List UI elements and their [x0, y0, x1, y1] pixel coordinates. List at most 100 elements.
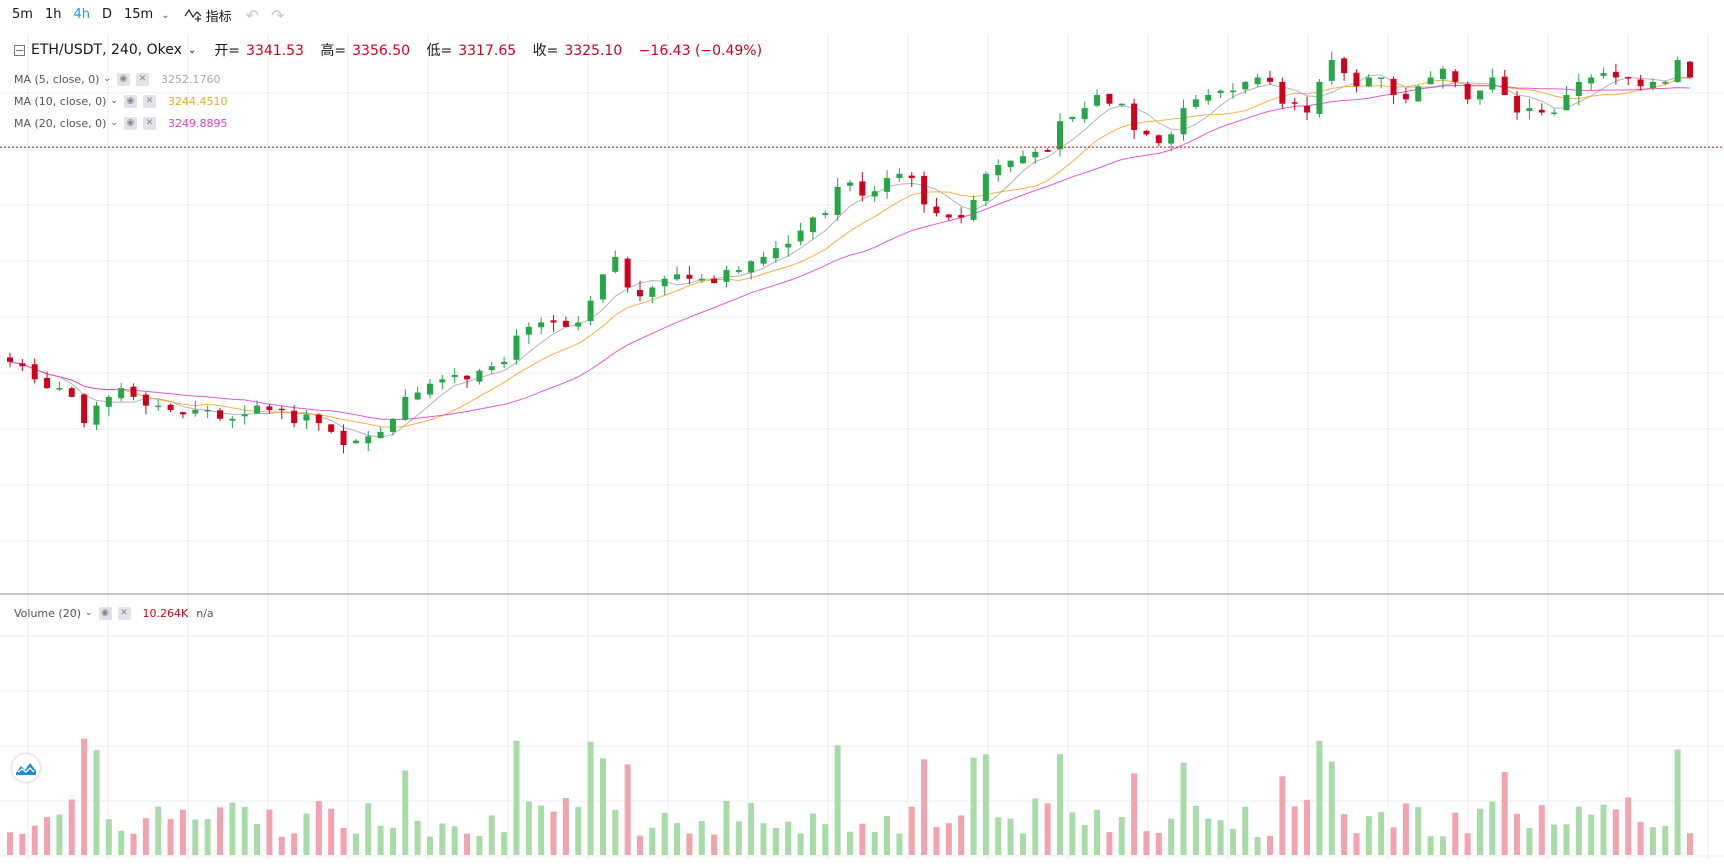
volume-bar [575, 806, 582, 855]
volume-bar [1439, 836, 1446, 855]
candle-body [142, 394, 149, 406]
symbol-chevron-down-icon[interactable]: ⌄ [187, 44, 197, 56]
volume-bar [1637, 821, 1644, 855]
redo-icon[interactable]: ↷ [271, 5, 285, 25]
symbol-title[interactable]: ETH/USDT, 240, Okex [31, 42, 182, 58]
open-value: 3341.53 [246, 43, 304, 59]
candle-body [896, 173, 903, 178]
volume-bar [847, 831, 853, 855]
chevron-down-icon[interactable]: ⌄ [110, 118, 118, 128]
candle-body [711, 278, 718, 284]
volume-label[interactable]: Volume (20) [14, 606, 81, 620]
candle-body [1205, 95, 1212, 101]
volume-bar [488, 815, 495, 855]
candle-body [1514, 95, 1521, 113]
candle-body [1328, 60, 1335, 81]
volume-bar [674, 823, 681, 855]
chevron-down-icon[interactable]: ⌄ [110, 96, 118, 106]
close-icon[interactable]: ✕ [142, 116, 156, 130]
candle-body [1106, 93, 1113, 104]
candle-body [476, 370, 483, 382]
interval-d[interactable]: D [101, 7, 112, 22]
volume-bar [1551, 824, 1558, 855]
volume-bar [1254, 836, 1261, 855]
chevron-down-icon[interactable]: ⌄ [103, 74, 111, 84]
interval-1h[interactable]: 1h [44, 7, 62, 22]
undo-icon[interactable]: ↶ [245, 5, 260, 25]
indicators-button[interactable]: 指标 [176, 6, 240, 25]
close-icon[interactable]: ✕ [142, 94, 156, 108]
candle-body [1402, 93, 1409, 100]
interval-5m[interactable]: 5m [12, 7, 33, 22]
chevron-down-icon[interactable]: ⌄ [85, 608, 93, 618]
volume-bar [1625, 797, 1632, 855]
volume-bars [7, 738, 1693, 855]
volume-bar [599, 758, 606, 855]
ma10-label[interactable]: MA (10, close, 0) [14, 94, 107, 108]
candle-body [1279, 81, 1286, 104]
candle-body [7, 357, 13, 362]
candle-body [637, 290, 643, 297]
eye-icon[interactable]: ◉ [123, 94, 137, 108]
candle-body [1637, 79, 1644, 87]
candle-body [1464, 83, 1471, 100]
volume-bar [56, 814, 63, 855]
volume-bar [266, 809, 273, 855]
eye-icon[interactable]: ◉ [123, 116, 137, 130]
volume-bar [587, 741, 594, 855]
volume-bar [1538, 805, 1545, 855]
volume-bar [1612, 809, 1619, 855]
candle-body [1489, 77, 1496, 90]
ma20-legend: MA (20, close, 0) ⌄ ◉ ✕ 3249.8895 [14, 112, 227, 134]
collapse-legend-icon[interactable] [14, 44, 25, 56]
candle-body [19, 363, 26, 367]
volume-bar [982, 754, 989, 855]
volume-bar [748, 802, 755, 855]
candle-body [908, 175, 915, 179]
candle-body [686, 274, 693, 279]
candle-body [179, 412, 186, 415]
volume-bar [1131, 773, 1138, 855]
candle-body [970, 200, 977, 220]
candle-body [1526, 108, 1533, 112]
volume-bar [118, 830, 125, 855]
candle-body [464, 375, 471, 380]
eye-icon[interactable]: ◉ [116, 72, 130, 86]
volume-bar [772, 827, 779, 855]
candle-body [93, 405, 100, 425]
ma20-label[interactable]: MA (20, close, 0) [14, 116, 107, 130]
candle-body [1612, 71, 1619, 78]
volume-bar [958, 815, 965, 855]
eye-icon[interactable]: ◉ [98, 606, 112, 620]
volume-bar [822, 824, 829, 855]
ma5-legend: MA (5, close, 0) ⌄ ◉ ✕ 3252.1760 [14, 68, 227, 90]
ma5-label[interactable]: MA (5, close, 0) [14, 72, 100, 86]
volume-bar [68, 799, 75, 855]
interval-chevron-down-icon[interactable]: ⌄ [161, 9, 170, 21]
volume-bar [1600, 804, 1607, 855]
candle-body [884, 178, 891, 192]
candle-body [1427, 77, 1434, 85]
candle-body [1254, 77, 1261, 85]
volume-bar [1069, 812, 1076, 855]
volume-bar [1464, 833, 1471, 855]
candle-body [1192, 99, 1199, 107]
tradingview-logo[interactable] [12, 754, 40, 782]
volume-bar [179, 809, 186, 855]
candle-body [760, 256, 767, 264]
interval-15m[interactable]: 15m [123, 7, 154, 22]
volume-bar [31, 825, 38, 855]
volume-bar [93, 750, 100, 855]
candle-body [1538, 109, 1545, 113]
candle-body [44, 377, 51, 389]
interval-4h[interactable]: 4h [73, 7, 90, 22]
volume-bar [389, 827, 396, 855]
candle-body [56, 388, 63, 390]
close-icon[interactable]: ✕ [117, 606, 131, 620]
close-icon[interactable]: ✕ [135, 72, 149, 86]
candle-body [278, 408, 285, 411]
candle-body [785, 243, 792, 248]
volume-bar [809, 813, 816, 855]
volume-bar [723, 800, 730, 855]
